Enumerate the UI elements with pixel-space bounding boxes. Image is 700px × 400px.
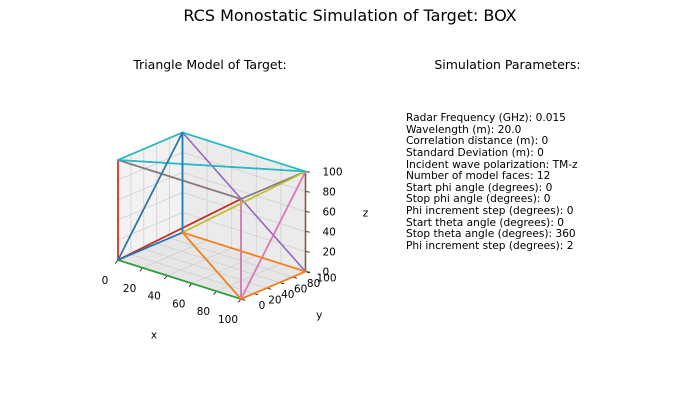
y-tick-label: 0 — [259, 300, 266, 312]
triangle-face-edge — [117, 131, 307, 173]
x-tick-label: 40 — [148, 291, 161, 303]
gridline-x — [142, 239, 208, 269]
z-tick-label: 0 — [323, 267, 330, 279]
z-tick-label: 100 — [323, 167, 343, 179]
x-axis-label: x — [151, 329, 157, 341]
model-panel-title: Triangle Model of Target: — [133, 57, 287, 72]
x-tick-label: 80 — [197, 306, 210, 318]
z-tick-label: 60 — [323, 207, 336, 219]
gridline-z — [182, 192, 306, 232]
y-axis-label: y — [316, 309, 322, 321]
param-line: Stop phi angle (degrees): 0 — [406, 193, 551, 206]
y-tick-label: 40 — [281, 289, 294, 301]
param-line: Wavelength (m): 20.0 — [406, 123, 522, 136]
gridline-z — [182, 212, 306, 252]
param-line: Radar Frequency (GHz): 0.015 — [406, 112, 566, 124]
gridline-x — [215, 263, 282, 292]
param-line: Incident wave polarization: TM-z — [406, 158, 578, 171]
gridline-z — [182, 152, 306, 192]
triangle-face-edge — [117, 131, 184, 261]
gridline-x — [166, 247, 233, 277]
x-tick-label: 20 — [123, 283, 136, 295]
gridline-z — [117, 192, 183, 221]
figure-title: RCS Monostatic Simulation of Target: BOX — [183, 6, 517, 25]
params-panel-title: Simulation Parameters: — [434, 57, 581, 72]
param-line: Start theta angle (degrees): 0 — [406, 216, 564, 229]
gridline-z — [117, 152, 183, 181]
param-line: Stop theta angle (degrees): 360 — [406, 228, 576, 241]
y-tick-label: 20 — [268, 295, 281, 307]
param-line: Standard Deviation (m): 0 — [406, 146, 544, 159]
param-line: Phi increment step (degrees): 2 — [406, 239, 574, 252]
gridline-z — [182, 172, 306, 212]
y-tick-label: 60 — [294, 284, 307, 296]
param-line: Correlation distance (m): 0 — [406, 135, 549, 148]
z-tick-label: 20 — [323, 247, 336, 259]
x-tick-label: 100 — [218, 314, 238, 326]
x-tick-label: 60 — [172, 298, 185, 310]
gridline-z — [117, 212, 183, 241]
param-line: Phi increment step (degrees): 0 — [406, 205, 574, 217]
gridline-y — [143, 248, 268, 289]
y-tick-label: 100 — [316, 273, 336, 285]
x-tick-label: 0 — [102, 275, 109, 287]
z-tick-label: 40 — [323, 227, 336, 239]
param-line: Number of model faces: 12 — [406, 170, 551, 183]
params-list: Radar Frequency (GHz): 0.015 Wavelength (… — [406, 112, 578, 253]
param-line: Start phi angle (degrees): 0 — [406, 181, 553, 194]
gridline-y — [130, 254, 255, 294]
gridline-x — [191, 255, 257, 284]
y-tick-label: 80 — [307, 278, 320, 290]
z-axis-label: z — [363, 208, 369, 220]
triangle-face-edge — [181, 231, 307, 300]
gridline-y — [169, 237, 294, 278]
gridline-y — [156, 243, 281, 283]
z-tick-label: 80 — [323, 187, 336, 199]
